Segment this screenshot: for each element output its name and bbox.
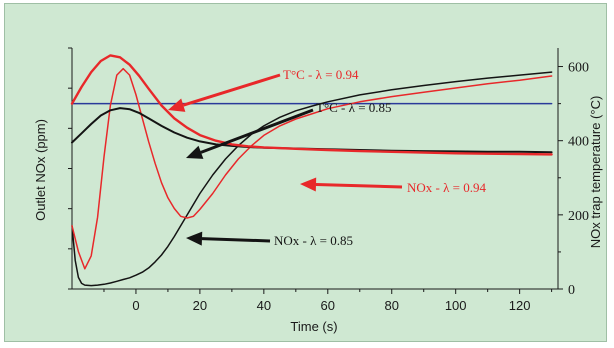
series-line-temp-085 bbox=[71, 107, 553, 154]
series-line-nox-085 bbox=[71, 71, 553, 287]
y-left-ticks bbox=[68, 47, 72, 290]
y-axis-left-title: Outlet NOx (ppm) bbox=[33, 119, 48, 221]
x-tick-label: 60 bbox=[321, 298, 335, 313]
y-axis-right-title: NOx trap temperature (°C) bbox=[588, 96, 603, 249]
y-right-ticks: 0 200 400 600 bbox=[558, 61, 589, 298]
x-ticks: 0 20 40 60 80 100 120 bbox=[103, 289, 553, 313]
annotation-temp-085: T°C - λ = 0.85 bbox=[316, 100, 392, 115]
series-line-nox-094 bbox=[71, 67, 553, 270]
x-tick-label: 80 bbox=[385, 298, 399, 313]
y-right-tick-label: 0 bbox=[568, 283, 575, 298]
x-tick-label: 40 bbox=[257, 298, 271, 313]
series-layer bbox=[70, 54, 553, 287]
arrow-temp-094 bbox=[168, 73, 281, 112]
arrow-nox-085 bbox=[186, 231, 271, 246]
arrow-nox-094 bbox=[300, 177, 403, 192]
x-axis-title: Time (s) bbox=[290, 319, 337, 334]
y-right-tick-label: 600 bbox=[568, 61, 589, 76]
x-tick-label: 0 bbox=[132, 298, 139, 313]
annotation-temp-094: T°C - λ = 0.94 bbox=[283, 67, 359, 82]
annotation-nox-085: NOx - λ = 0.85 bbox=[274, 233, 353, 248]
series-line-temp-094 bbox=[70, 54, 553, 156]
x-tick-label: 120 bbox=[509, 298, 531, 313]
arrow-temp-085 bbox=[186, 108, 314, 159]
annotation-arrows bbox=[168, 73, 403, 246]
annotation-nox-094: NOx - λ = 0.94 bbox=[407, 180, 486, 195]
x-tick-label: 20 bbox=[193, 298, 207, 313]
y-right-tick-label: 400 bbox=[568, 135, 589, 150]
x-tick-label: 100 bbox=[445, 298, 467, 313]
y-right-tick-label: 200 bbox=[568, 209, 589, 224]
